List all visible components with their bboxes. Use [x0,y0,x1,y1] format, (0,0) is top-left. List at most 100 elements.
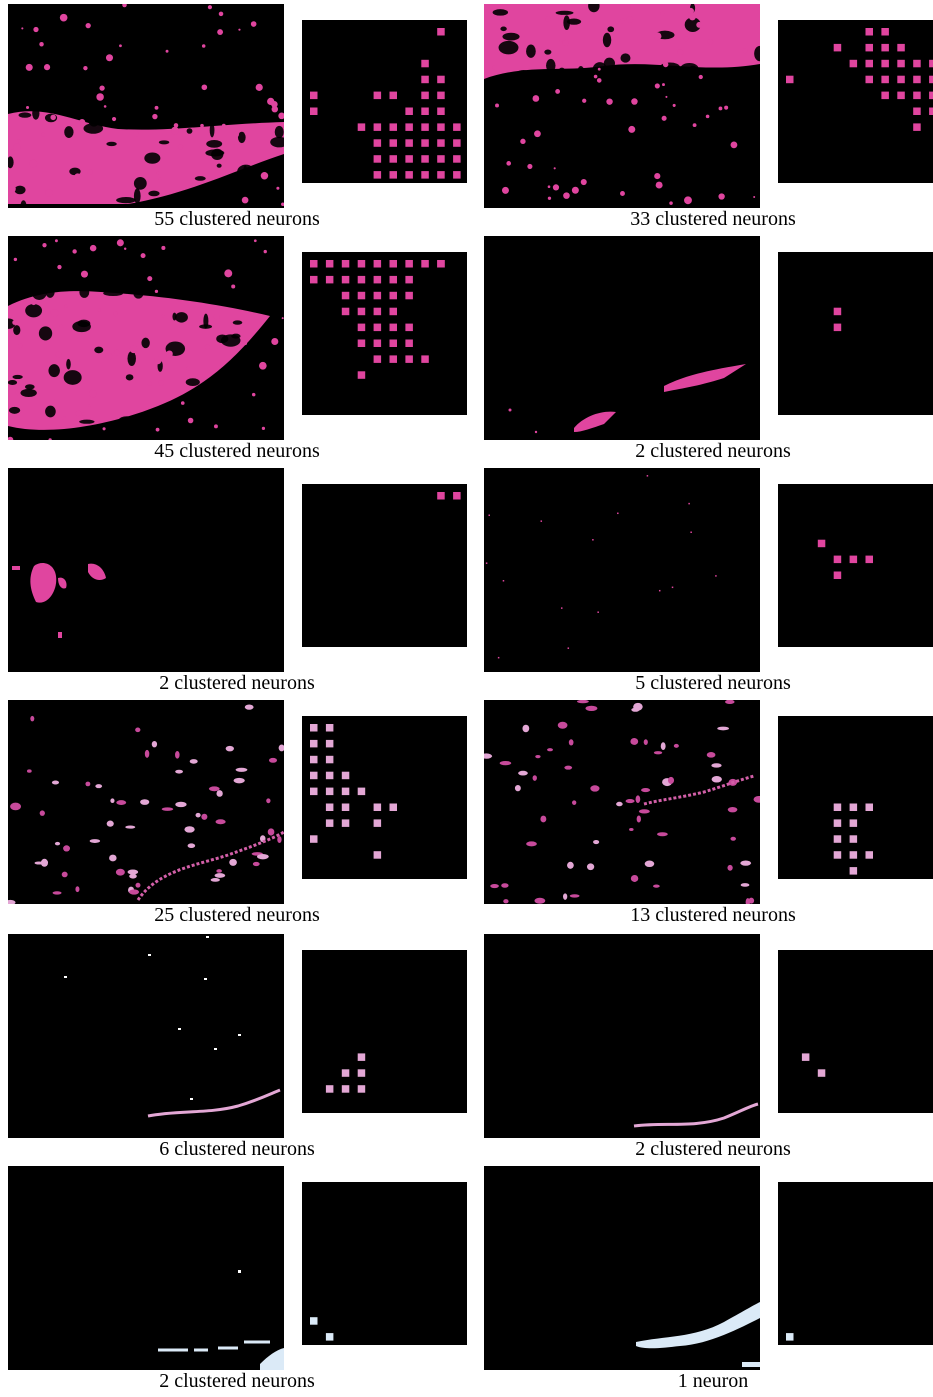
panel-caption: 55 clustered neurons [154,208,320,230]
som-node [325,819,334,827]
panel-caption: 2 clustered neurons [635,1138,791,1160]
som-node [310,724,318,732]
som-node [341,1085,350,1093]
som-node [865,75,873,84]
figure-panel: 33 clustered neurons [480,0,933,232]
tissue-mass [8,236,284,440]
som-node [437,75,445,84]
som-node [833,835,842,843]
som-node [833,851,842,859]
som-node [437,171,445,179]
som-node [389,91,397,100]
som-node [310,739,318,748]
som-node [310,787,318,796]
som-node [421,91,429,100]
som-node [373,123,382,131]
figure-panel: 6 clustered neurons [4,930,470,1162]
som-node [881,91,889,100]
som-node [341,771,350,780]
som-node [341,1069,350,1077]
som-node [405,275,413,284]
cluster-map [778,950,933,1113]
som-node [341,819,350,827]
som-node [310,1317,318,1325]
som-node [341,291,350,300]
cluster-map [302,484,467,647]
som-node [437,260,445,268]
som-node [357,323,366,332]
som-node [913,59,921,68]
cluster-map [302,20,467,183]
som-node [405,260,413,268]
som-node [310,260,318,268]
tissue-image [484,700,760,904]
som-node [849,555,858,564]
som-node [310,275,318,284]
cluster-map [302,950,467,1113]
som-node [833,323,842,332]
som-node [389,307,397,316]
som-node [373,291,382,300]
som-node [325,803,334,811]
som-node [389,260,397,268]
tissue-image [8,934,284,1138]
panel-caption: 1 neuron [677,1370,749,1392]
figure-panel: 5 clustered neurons [480,464,933,696]
som-node [849,835,858,843]
som-node [897,59,905,68]
som-node [405,323,413,332]
som-node [373,275,382,284]
som-node [833,571,842,579]
panel-caption: 2 clustered neurons [159,1370,315,1392]
som-node [849,867,858,875]
som-node [389,275,397,284]
som-node [389,339,397,347]
som-node [405,139,413,147]
figure-panel: 2 clustered neurons [4,1162,470,1394]
som-node [325,1085,334,1093]
panel-caption: 2 clustered neurons [635,440,791,462]
som-node [865,555,873,564]
tissue-image [484,468,760,672]
som-node [421,75,429,84]
som-node [357,1053,366,1061]
som-node [405,107,413,115]
som-node [865,59,873,68]
som-node [373,339,382,347]
som-node [341,275,350,284]
som-node [357,307,366,316]
som-node [357,123,366,131]
som-node [389,123,397,131]
som-node [373,803,382,811]
som-node [421,155,429,163]
som-node [421,107,429,115]
som-node [881,28,889,36]
som-node [310,91,318,100]
som-node [373,851,382,859]
figure-panel: 55 clustered neurons [4,0,470,232]
som-node [881,43,889,52]
som-node [833,555,842,564]
som-node [421,355,429,363]
som-node [833,307,842,316]
som-node [929,75,933,84]
cluster-map [302,1182,467,1345]
som-node [786,75,794,84]
som-node [421,260,429,268]
tissue-image [8,468,284,672]
som-node [786,1333,794,1341]
tissue-image [484,236,760,440]
som-node [373,171,382,179]
som-node [437,492,445,500]
cluster-map [778,20,933,183]
som-node [373,260,382,268]
som-node [913,91,921,100]
som-node [373,307,382,316]
som-node [310,835,318,843]
cluster-map [302,716,467,879]
cluster-map [302,252,467,415]
som-node [929,91,933,100]
panel-caption: 5 clustered neurons [635,672,791,694]
som-node [817,1069,826,1077]
som-node [897,75,905,84]
